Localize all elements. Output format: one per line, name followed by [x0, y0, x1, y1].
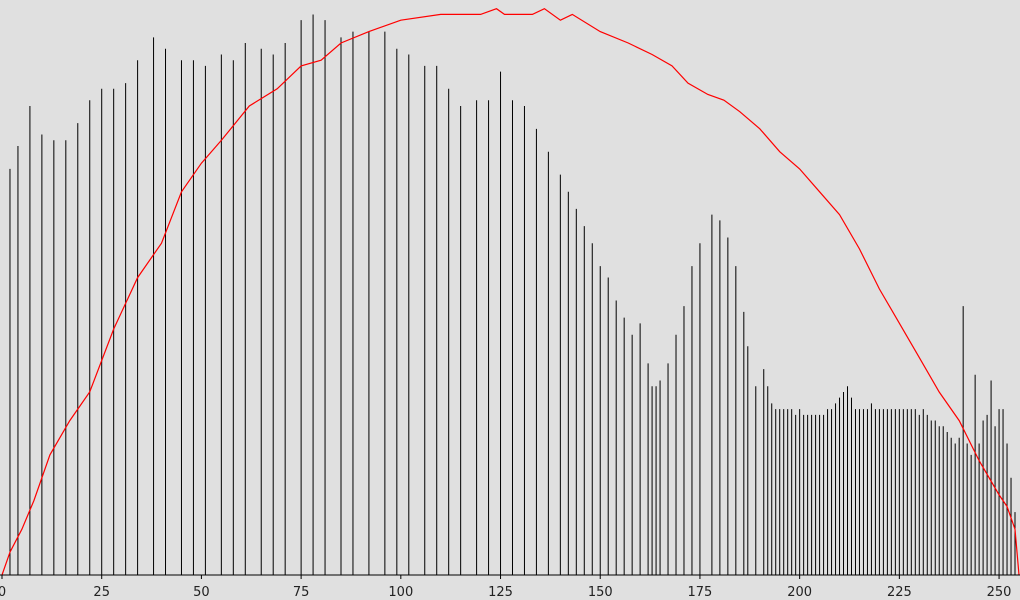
- x-tick-label: 175: [688, 585, 713, 600]
- x-tick-label: 150: [588, 585, 613, 600]
- x-tick-label: 250: [987, 585, 1012, 600]
- x-tick-label: 225: [887, 585, 912, 600]
- x-tick-label: 125: [488, 585, 513, 600]
- x-tick-label: 50: [193, 585, 210, 600]
- x-tick-label: 75: [293, 585, 310, 600]
- x-tick-label: 25: [93, 585, 110, 600]
- x-tick-label: 0: [0, 585, 6, 600]
- red-curve: [1, 8, 1020, 576]
- x-tick-label: 100: [388, 585, 413, 600]
- x-tick-label: 200: [787, 585, 812, 600]
